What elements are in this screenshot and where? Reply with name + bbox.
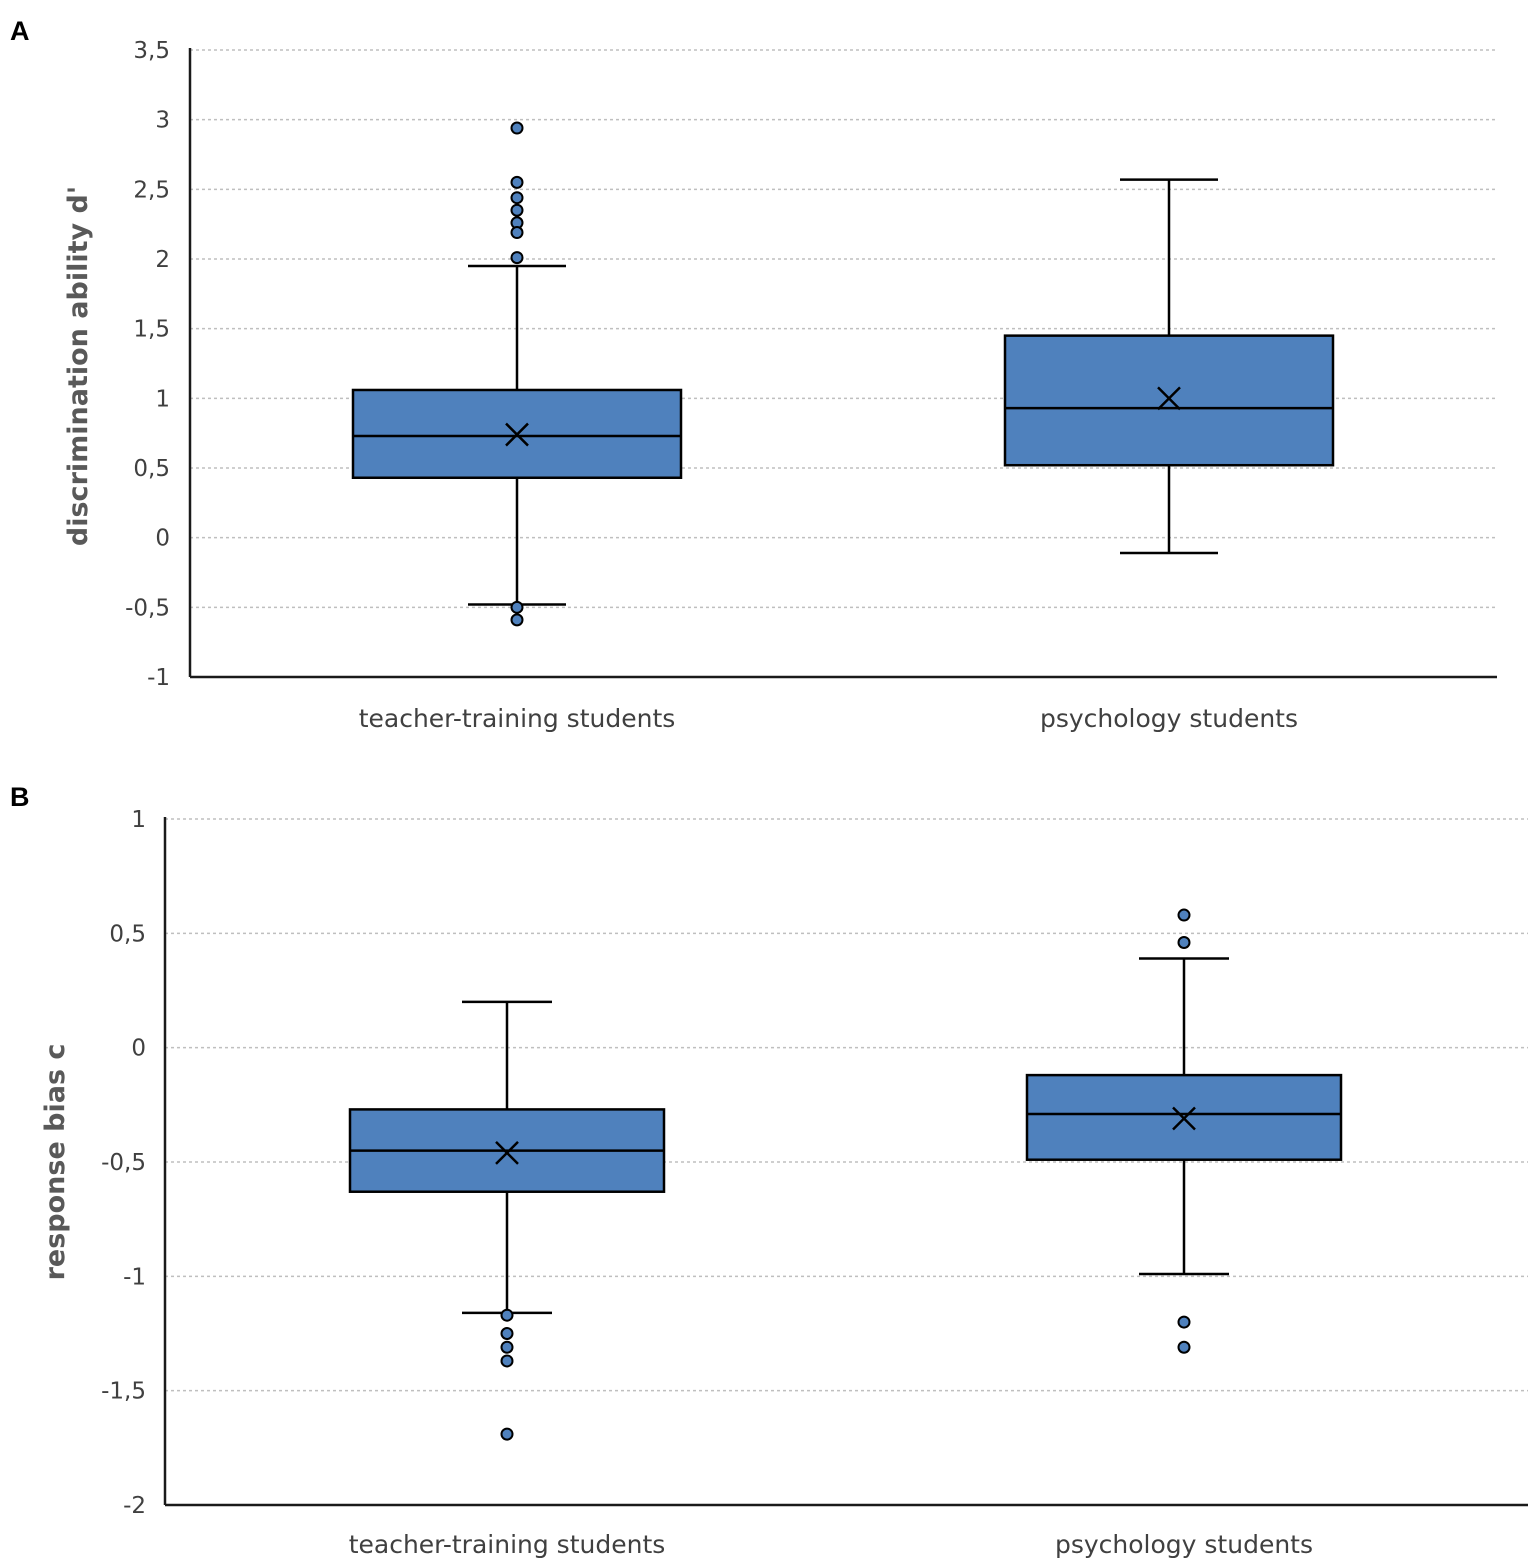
outlier-point — [1177, 1315, 1191, 1329]
outlier-point — [510, 613, 524, 627]
panel-label-a: A — [10, 16, 30, 46]
mean-marker — [505, 422, 529, 447]
outlier-point — [510, 175, 524, 189]
y-tick-label: 3 — [155, 108, 170, 134]
x-category-label: teacher-training students — [349, 1530, 666, 1559]
outlier-point — [1177, 1340, 1191, 1354]
outlier-point — [500, 1327, 514, 1340]
y-tick-label: 0 — [155, 526, 170, 552]
outlier-point — [500, 1354, 514, 1368]
x-category-label: psychology students — [1055, 1530, 1313, 1559]
mean-marker — [495, 1140, 519, 1165]
y-tick-label: 2 — [155, 247, 170, 273]
mean-marker-stroke — [1157, 386, 1181, 411]
outlier-point — [1177, 935, 1191, 949]
iqr-box — [351, 388, 683, 480]
outlier-point — [510, 251, 524, 265]
y-tick-label: 0,5 — [109, 921, 146, 947]
y-tick-label: -1,5 — [101, 1379, 146, 1405]
outlier-point — [1177, 908, 1191, 922]
outlier-point — [510, 203, 524, 217]
outlier-point — [500, 1340, 514, 1354]
outlier-point — [510, 191, 524, 205]
y-axis-label: response bias c — [40, 1044, 71, 1281]
outlier-point — [500, 1427, 514, 1441]
y-axis-label: discrimination ability d' — [63, 186, 94, 546]
outlier-point — [510, 121, 524, 135]
outlier-point — [510, 226, 524, 240]
y-tick-label: -0,5 — [101, 1150, 146, 1176]
outlier-point — [500, 1308, 514, 1322]
chart-panel-a: -1 -0,5 0 0,5 1 1,5 2 2,5 3 3,5 discrimination abi… — [63, 38, 1497, 733]
mean-marker — [1172, 1106, 1196, 1131]
chart-panel-b: -2 -1,5 -1 -0,5 0 0,5 1 response bias c teacher-… — [40, 807, 1528, 1559]
y-tick-label: -1 — [123, 1264, 146, 1290]
mean-marker-stroke — [1172, 1106, 1196, 1131]
y-tick-label: 0,5 — [133, 456, 170, 482]
outlier-point — [510, 600, 524, 614]
y-tick-label: -2 — [123, 1493, 146, 1519]
panel-label-b: B — [10, 782, 30, 812]
y-tick-label: 0 — [131, 1036, 146, 1062]
y-tick-label: 1,5 — [133, 317, 170, 343]
mean-marker-stroke — [505, 422, 529, 447]
iqr-box — [1003, 334, 1335, 467]
x-category-label: teacher-training students — [359, 704, 676, 733]
x-category-label: psychology students — [1040, 704, 1298, 733]
y-tick-label: 1 — [131, 807, 146, 833]
y-tick-label: 1 — [155, 386, 170, 412]
mean-marker — [1157, 386, 1181, 411]
y-tick-label: -1 — [147, 665, 170, 691]
y-tick-label: -0,5 — [125, 595, 170, 621]
y-tick-label: 2,5 — [133, 177, 170, 203]
y-tick-label: 3,5 — [133, 38, 170, 64]
mean-marker-stroke — [495, 1140, 519, 1165]
